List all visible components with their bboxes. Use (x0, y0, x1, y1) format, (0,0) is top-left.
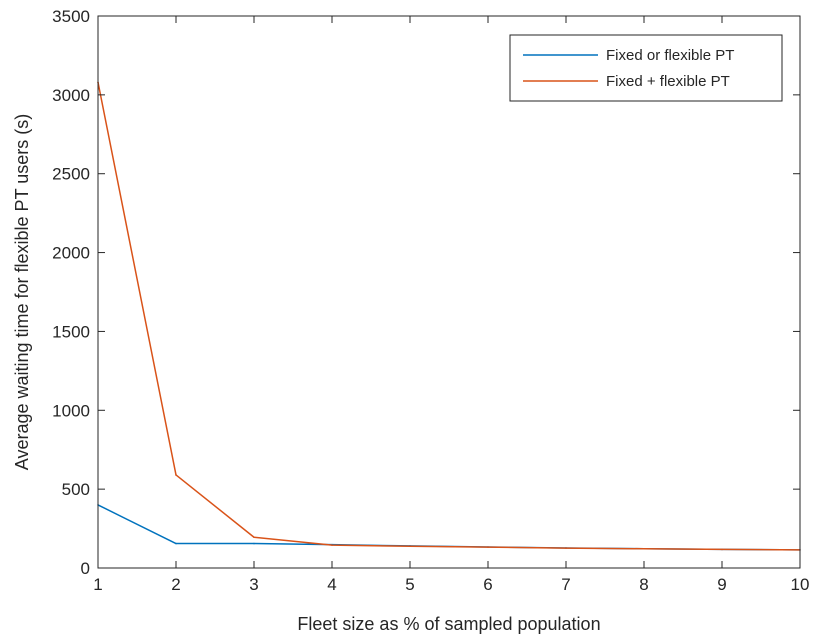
data-point-series-2 (487, 546, 489, 548)
data-point-series-2 (175, 474, 177, 476)
data-point-series-2 (565, 547, 567, 549)
legend-label-series-2: Fixed + flexible PT (606, 73, 730, 90)
y-axis-label: Average waiting time for flexible PT use… (12, 114, 32, 470)
data-point-series-2 (331, 544, 333, 546)
plot-area (98, 16, 800, 568)
axes-box (97, 15, 801, 569)
data-point-series-2 (643, 547, 645, 550)
data-point-series-2 (253, 536, 255, 539)
x-axis-label: Fleet size as % of sampled population (297, 614, 600, 634)
x-axis-ticks: 1 2 3 4 5 6 7 8 9 10 (93, 16, 809, 594)
data-point-series-1 (175, 542, 177, 545)
y-tick-label: 0 (81, 559, 90, 578)
x-tick-label: 8 (639, 575, 648, 594)
x-tick-label: 4 (327, 575, 336, 594)
x-tick-label: 7 (561, 575, 570, 594)
x-tick-label: 5 (405, 575, 414, 594)
y-axis-ticks: 0 500 1000 1500 2000 2500 3000 3500 (52, 7, 800, 578)
y-tick-label: 2000 (52, 244, 90, 263)
y-tick-label: 1000 (52, 401, 90, 420)
x-tick-label: 1 (93, 575, 102, 594)
y-tick-label: 1500 (52, 322, 90, 341)
x-tick-label: 6 (483, 575, 492, 594)
x-tick-label: 3 (249, 575, 258, 594)
data-point-series-2 (409, 545, 411, 548)
legend-label-series-1: Fixed or flexible PT (606, 47, 734, 64)
x-tick-label: 10 (791, 575, 810, 594)
x-tick-label: 2 (171, 575, 180, 594)
y-tick-label: 3000 (52, 86, 90, 105)
legend-box (509, 34, 783, 102)
legend: Fixed or flexible PT Fixed + flexible PT (509, 34, 783, 102)
y-tick-label: 2500 (52, 165, 90, 184)
x-tick-label: 9 (717, 575, 726, 594)
y-tick-label: 500 (62, 480, 90, 499)
y-tick-label: 3500 (52, 7, 90, 26)
data-point-series-1 (253, 542, 255, 545)
data-point-series-2 (721, 548, 723, 551)
series-line-2 (97, 82, 801, 551)
